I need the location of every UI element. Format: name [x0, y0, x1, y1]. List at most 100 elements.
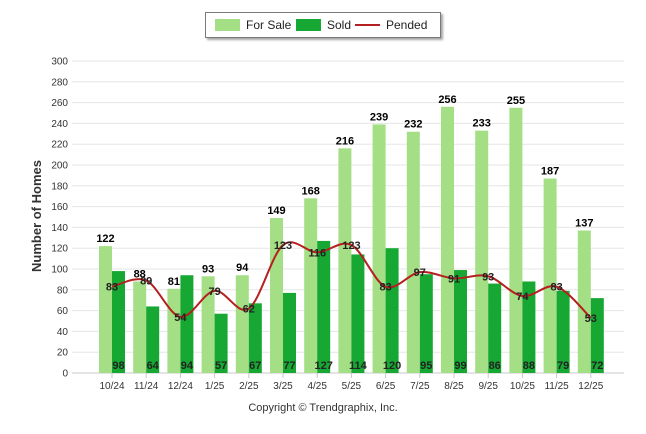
bar-for-sale — [372, 124, 386, 373]
x-tick-label: 2/25 — [239, 381, 259, 392]
y-axis-title: Number of Homes — [29, 160, 44, 272]
label-pended: 83 — [550, 282, 562, 294]
bar-for-sale — [338, 148, 352, 373]
x-tick-label: 11/24 — [134, 381, 159, 392]
label-sold: 120 — [383, 360, 401, 372]
y-tick-label: 180 — [51, 181, 68, 192]
label-sold: 79 — [557, 360, 569, 372]
label-sold: 57 — [215, 360, 227, 372]
x-tick-label: 6/25 — [376, 381, 396, 392]
bars — [99, 106, 604, 374]
bar-sold — [283, 292, 296, 373]
y-axis: 0 20 40 60 80 100 120 140 160 180 200 220 240 260 280 3… — [51, 57, 68, 380]
bar-for-sale — [304, 198, 318, 373]
y-tick-label: 100 — [51, 265, 68, 276]
label-pended: 116 — [308, 247, 326, 259]
label-sold: 86 — [489, 360, 501, 372]
label-sold: 64 — [147, 360, 160, 372]
label-pended: 97 — [414, 267, 426, 279]
legend-label-sold: Sold — [327, 18, 352, 32]
legend-item-pended[interactable]: Pended — [355, 18, 427, 32]
label-pended: 74 — [516, 291, 529, 303]
y-tick-label: 40 — [57, 327, 69, 338]
label-pended: 79 — [208, 286, 220, 298]
label-for-sale: 122 — [96, 233, 114, 245]
x-tick-label: 3/25 — [273, 381, 293, 392]
x-tick-label: 12/25 — [578, 381, 603, 392]
pended-series-line — [111, 241, 592, 319]
label-for-sale: 81 — [168, 276, 180, 288]
bar-sold — [180, 275, 194, 373]
x-tick-label: 9/25 — [478, 381, 498, 392]
label-pended: 89 — [140, 275, 152, 287]
label-for-sale: 233 — [473, 118, 491, 130]
label-pended: 83 — [106, 282, 118, 294]
label-for-sale: 137 — [575, 218, 593, 230]
label-pended: 83 — [379, 282, 391, 294]
label-for-sale: 256 — [438, 94, 456, 106]
bar-sold — [146, 306, 160, 373]
label-pended: 93 — [482, 271, 494, 283]
legend-label-for-sale: For Sale — [246, 18, 292, 32]
x-axis: 10/24 11/24 12/24 1/25 2/25 3/25 4/25 5/25 6/25 7… — [99, 373, 604, 392]
bar-sold — [385, 248, 399, 373]
x-tick-label: 11/25 — [544, 381, 569, 392]
label-for-sale: 187 — [541, 166, 559, 178]
x-tick-label: 5/25 — [342, 381, 362, 392]
data-labels: 1228398888964815494937957946267149123771… — [96, 94, 603, 372]
label-for-sale: 93 — [202, 263, 214, 275]
label-pended: 62 — [243, 304, 255, 316]
label-sold: 127 — [315, 360, 333, 372]
y-tick-label: 200 — [51, 161, 68, 172]
bar-sold — [590, 298, 604, 373]
label-for-sale: 216 — [336, 135, 354, 147]
label-sold: 95 — [420, 360, 432, 372]
legend-item-for-sale[interactable]: For Sale — [215, 18, 291, 32]
y-tick-label: 160 — [51, 202, 68, 213]
label-sold: 72 — [591, 360, 603, 372]
x-tick-label: 10/25 — [510, 381, 535, 392]
y-tick-label: 260 — [51, 98, 68, 109]
bar-sold — [488, 283, 502, 373]
pended-swatch — [355, 24, 380, 26]
label-pended: 54 — [174, 312, 187, 324]
y-tick-label: 20 — [57, 348, 69, 359]
label-for-sale: 255 — [507, 95, 525, 107]
bar-for-sale — [167, 288, 181, 373]
label-for-sale: 94 — [236, 262, 249, 274]
label-pended: 53 — [585, 313, 597, 325]
bar-for-sale — [235, 275, 249, 373]
bar-sold — [522, 281, 536, 373]
y-tick-label: 280 — [51, 77, 68, 88]
bar-for-sale — [406, 131, 420, 373]
bar-for-sale — [509, 107, 523, 374]
legend-label-pended: Pended — [386, 18, 428, 32]
label-sold: 67 — [249, 360, 261, 372]
y-tick-label: 0 — [62, 369, 68, 380]
y-tick-label: 140 — [51, 223, 68, 234]
legend-item-sold[interactable]: Sold — [296, 18, 351, 32]
label-pended: 91 — [448, 273, 460, 285]
bar-sold — [248, 303, 262, 373]
label-sold: 114 — [349, 360, 368, 372]
bar-sold — [556, 290, 570, 373]
bar-sold — [112, 271, 125, 373]
pended-line — [111, 241, 592, 319]
label-pended: 123 — [274, 240, 292, 252]
bar-sold — [317, 240, 331, 373]
x-tick-label: 8/25 — [444, 381, 464, 392]
legend: For Sale Sold Pended — [205, 12, 441, 38]
bar-for-sale — [543, 178, 557, 373]
label-sold: 77 — [283, 360, 295, 372]
bar-for-sale — [133, 281, 147, 373]
x-tick-label: 7/25 — [410, 381, 430, 392]
y-tick-label: 220 — [51, 140, 68, 151]
bar-for-sale — [270, 218, 283, 373]
sold-swatch — [296, 19, 321, 31]
bar-sold — [214, 313, 228, 373]
label-for-sale: 239 — [370, 111, 388, 123]
bar-sold — [454, 270, 467, 373]
y-tick-label: 300 — [51, 57, 68, 68]
y-tick-label: 80 — [57, 285, 69, 296]
